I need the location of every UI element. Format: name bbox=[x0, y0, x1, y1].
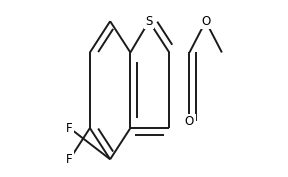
Text: F: F bbox=[66, 153, 73, 166]
Text: S: S bbox=[145, 15, 153, 28]
Text: F: F bbox=[66, 122, 73, 135]
Text: O: O bbox=[185, 115, 194, 128]
Text: O: O bbox=[201, 15, 210, 28]
